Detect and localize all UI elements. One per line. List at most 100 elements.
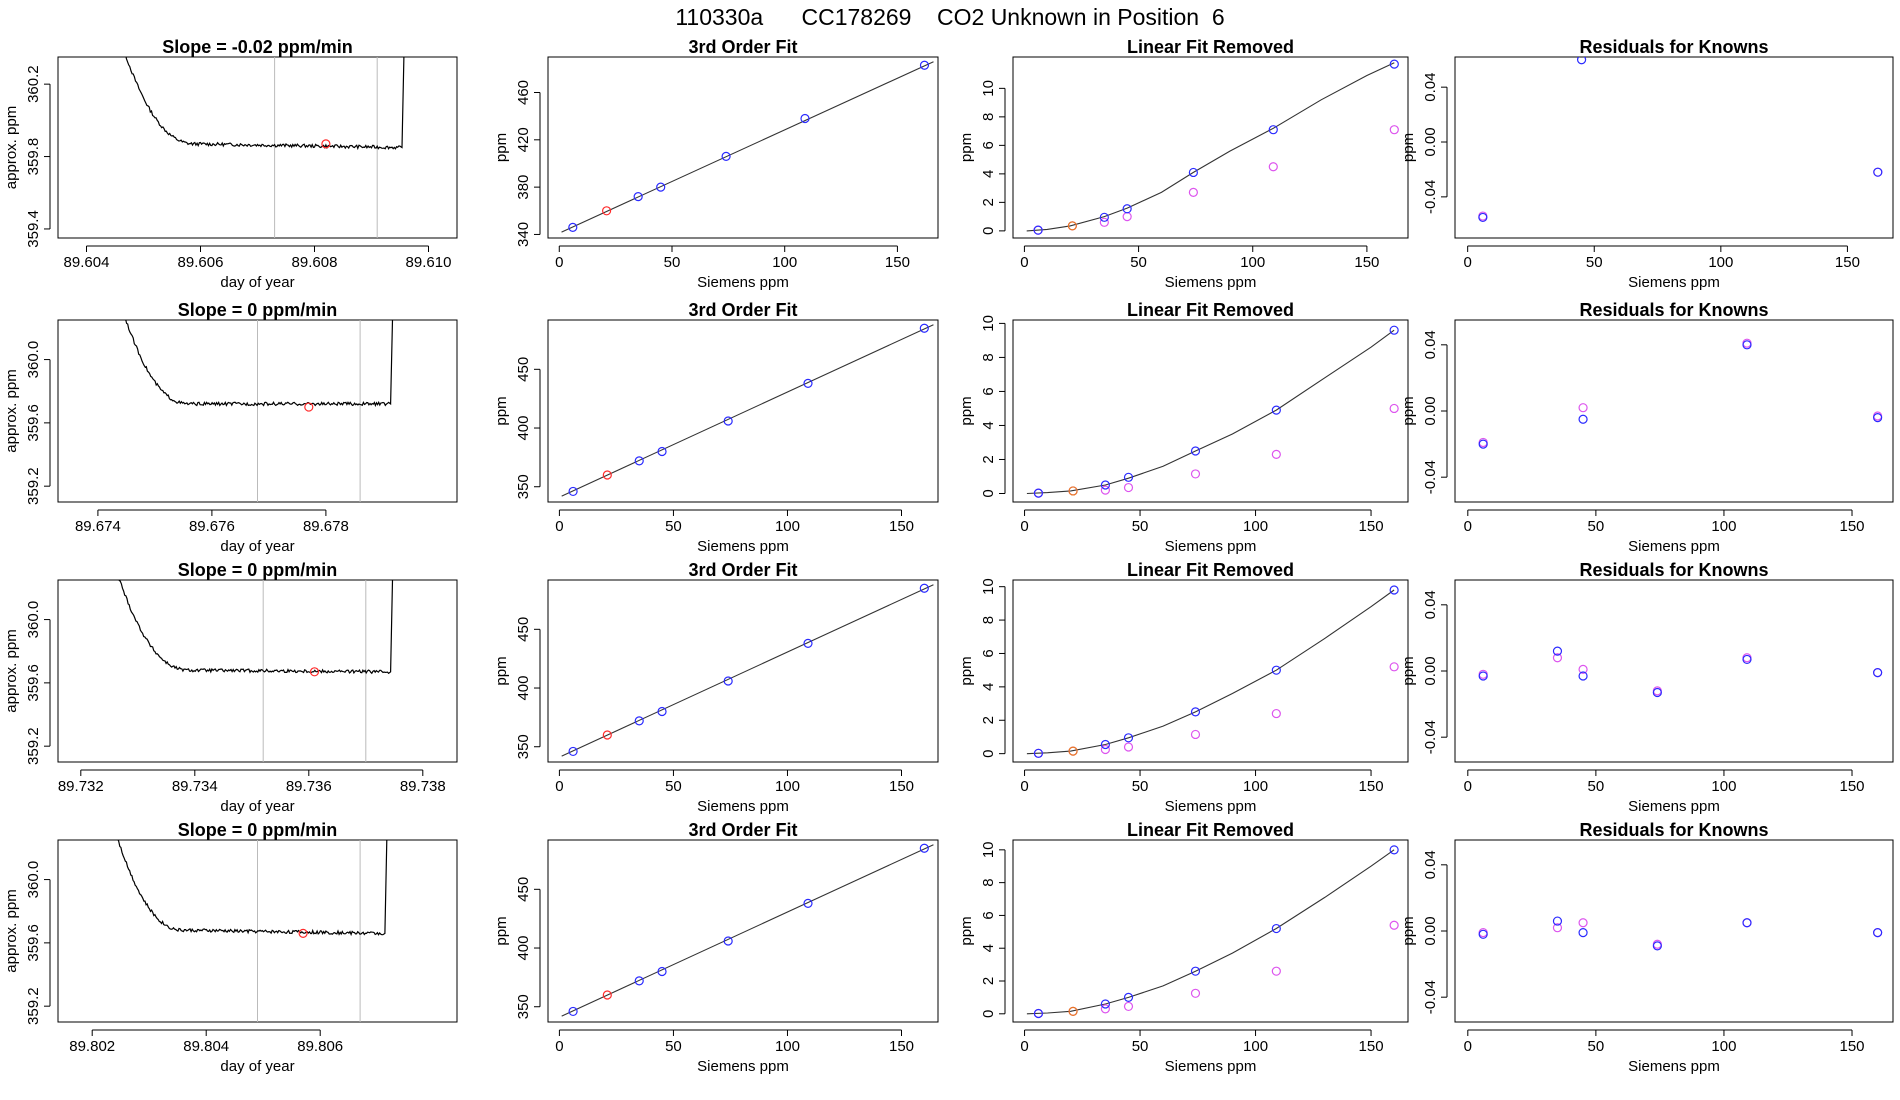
x-tick-label: 100 <box>775 1038 800 1055</box>
y-tick-label: 8 <box>980 616 997 624</box>
plot-frame <box>1454 579 1894 763</box>
point-violet <box>1100 1004 1110 1014</box>
point-blue <box>1271 405 1281 415</box>
point-red <box>602 470 612 480</box>
point-blue <box>568 1006 578 1017</box>
x-tick-label: 89.674 <box>75 518 121 535</box>
point-blue <box>1552 916 1563 926</box>
point-blue <box>919 60 930 70</box>
plot-frame <box>547 56 939 239</box>
y-tick-label: 0 <box>980 227 997 235</box>
x-tick-label: 50 <box>1586 254 1603 271</box>
point-violet <box>1578 918 1588 928</box>
fit-line <box>561 61 934 233</box>
y-axis-label: ppm <box>1400 396 1417 425</box>
point-blue <box>1742 340 1752 350</box>
concentration-trace <box>117 840 388 937</box>
point-blue <box>1100 999 1110 1009</box>
point-blue <box>1123 472 1134 482</box>
y-tick-label: 2 <box>980 198 997 206</box>
point-blue <box>721 151 731 161</box>
x-tick-label: 100 <box>775 518 800 535</box>
fit-curve <box>1026 329 1395 495</box>
x-tick-label: 150 <box>1359 1038 1384 1055</box>
x-tick-label: 100 <box>1243 1038 1268 1055</box>
point-violet <box>1389 920 1399 930</box>
x-tick-label: 150 <box>1840 1038 1865 1055</box>
y-axis-label: approx. ppm <box>3 106 20 189</box>
x-axis-label: Siemens ppm <box>697 538 789 555</box>
x-tick-label: 100 <box>1243 778 1268 795</box>
point-blue <box>1552 646 1563 656</box>
point-blue <box>1873 167 1883 177</box>
x-tick-label: 89.804 <box>183 1038 229 1055</box>
point-red <box>602 990 612 1000</box>
y-tick-label: 0.04 <box>1422 73 1439 102</box>
point-blue <box>1190 966 1201 976</box>
point-blue <box>803 638 813 649</box>
panel-title: Linear Fit Removed <box>1127 820 1294 840</box>
panel-title: 3rd Order Fit <box>688 820 797 840</box>
panel-r4-c2: 3rd Order Fit 0 50 100 150 Siemens ppm 350 400 4… <box>493 820 939 1075</box>
panel-r2-c1: Slope = 0 ppm/min 89.674 89.676 89.678 day o… <box>3 300 458 555</box>
concentration-trace <box>118 580 394 675</box>
fit-curve <box>1026 62 1395 232</box>
plot-content <box>1026 585 1399 758</box>
plot-content <box>1026 59 1399 235</box>
x-tick-label: 0 <box>1020 778 1028 795</box>
y-axis-label: ppm <box>958 656 975 685</box>
x-tick-label: 89.802 <box>69 1038 115 1055</box>
x-tick-label: 89.608 <box>292 254 338 271</box>
panel-title: Linear Fit Removed <box>1127 560 1294 580</box>
plot-frame <box>1012 319 1409 503</box>
x-tick-label: 89.734 <box>172 778 218 795</box>
x-axis-label: Siemens ppm <box>697 798 789 815</box>
point-blue <box>568 222 578 232</box>
point-violet <box>1271 966 1281 976</box>
point-violet <box>1389 125 1399 135</box>
y-tick-label: 0 <box>980 1010 997 1018</box>
plot-content <box>1026 845 1399 1019</box>
unknown-marker <box>298 928 308 938</box>
point-blue <box>919 843 929 853</box>
plot-content <box>125 320 394 502</box>
y-tick-label: 400 <box>515 416 532 441</box>
x-tick-label: 100 <box>772 254 797 271</box>
panel-title: 3rd Order Fit <box>688 37 797 57</box>
point-violet <box>1100 485 1110 495</box>
x-tick-label: 100 <box>1708 254 1733 271</box>
point-blue <box>803 378 813 389</box>
point-blue <box>1190 707 1201 717</box>
point-blue <box>919 583 929 593</box>
panel-title: Slope = 0 ppm/min <box>178 300 338 320</box>
point-blue <box>919 323 929 333</box>
point-blue <box>633 191 643 202</box>
panel-title: Linear Fit Removed <box>1127 37 1294 57</box>
point-violet <box>1268 162 1278 172</box>
point-blue <box>1033 748 1044 758</box>
point-violet <box>1552 923 1563 933</box>
x-tick-label: 100 <box>1711 1038 1736 1055</box>
y-tick-label: 350 <box>515 474 532 499</box>
point-blue <box>1123 992 1134 1003</box>
plot-content <box>118 580 394 762</box>
x-tick-label: 100 <box>1711 518 1736 535</box>
y-tick-label: 360.0 <box>25 341 42 379</box>
panel-title: Slope = 0 ppm/min <box>178 820 338 840</box>
y-tick-label: -0.04 <box>1422 980 1439 1014</box>
y-tick-label: -0.04 <box>1422 460 1439 494</box>
x-axis-label: Siemens ppm <box>1628 274 1720 291</box>
point-blue <box>1742 654 1752 665</box>
panel-r3-c1: Slope = 0 ppm/min 89.732 89.734 89.736 89.73… <box>3 560 458 815</box>
plot-content <box>1478 57 1883 223</box>
plot-content <box>1026 325 1399 498</box>
x-tick-label: 0 <box>1463 254 1471 271</box>
point-blue <box>1652 687 1662 698</box>
panel-r1-c3: Linear Fit Removed 0 50 100 150 Siemens ppm 0 2… <box>958 37 1409 291</box>
point-blue <box>723 936 733 946</box>
point-blue <box>1578 928 1588 938</box>
y-tick-label: 0.00 <box>1422 656 1439 685</box>
x-axis-label: day of year <box>220 798 294 815</box>
point-blue <box>1389 585 1399 595</box>
panel-r3-c2: 3rd Order Fit 0 50 100 150 Siemens ppm 350 400 4… <box>493 560 939 815</box>
